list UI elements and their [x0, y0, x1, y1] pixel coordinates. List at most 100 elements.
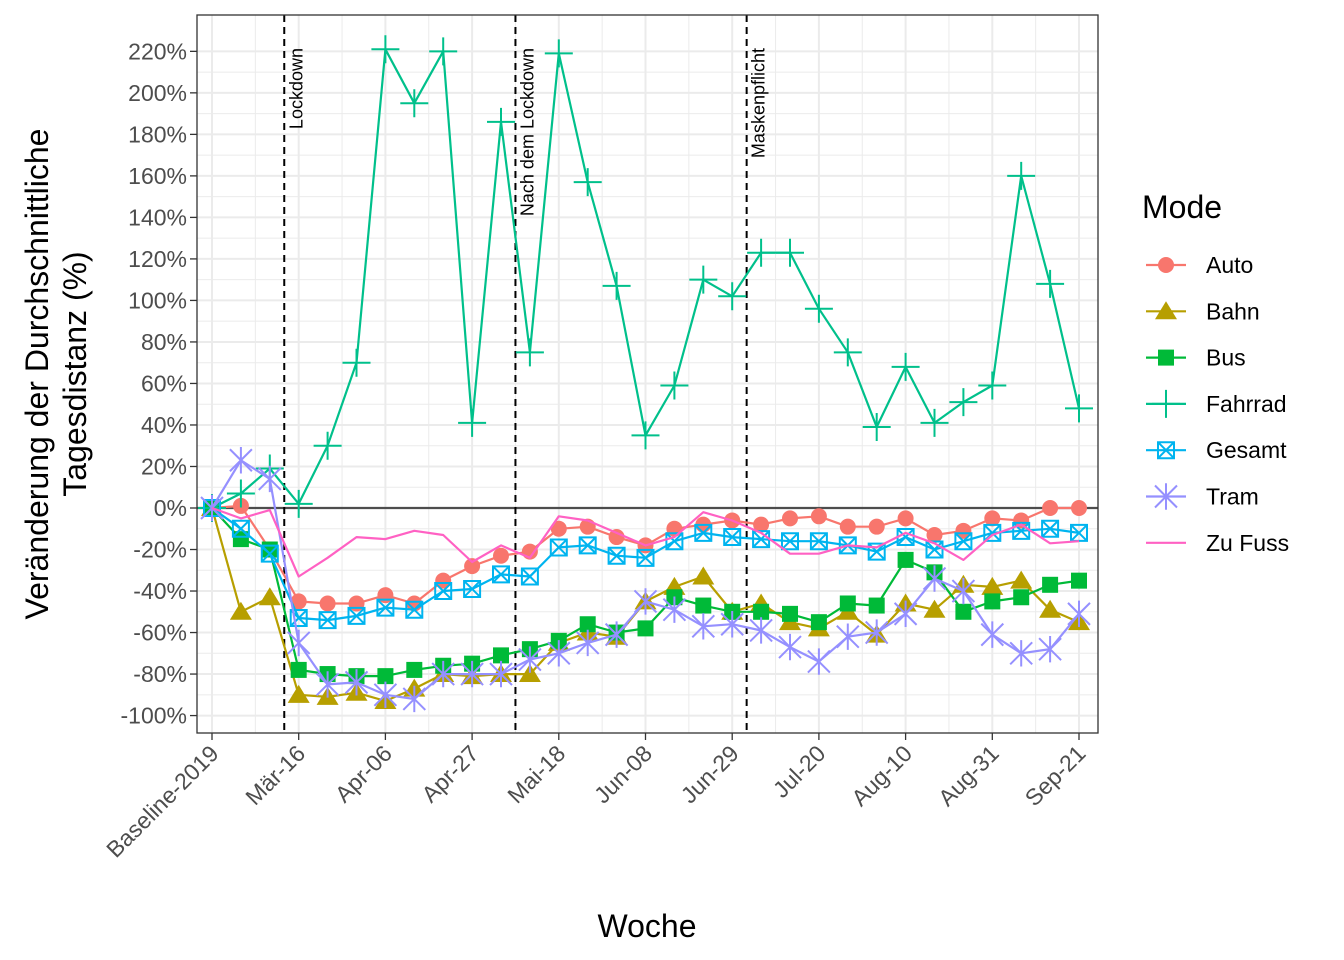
marker-square-x [809, 532, 828, 551]
marker-square-x [520, 567, 539, 586]
marker-square [839, 595, 856, 612]
marker-triangle [1010, 570, 1033, 589]
x-tick-label: Jul-20 [768, 740, 831, 803]
y-axis: -100% -80% -60% -40% -20% 0% 20% 40% 60% 80% 100% 1… [121, 38, 197, 729]
marker-square-x [549, 538, 568, 557]
legend-label: Auto [1206, 252, 1253, 278]
marker-asterisk [575, 629, 600, 657]
marker-circle [464, 558, 481, 575]
marker-asterisk [836, 623, 860, 650]
y-tick-label: 20% [141, 453, 187, 479]
marker-square-x [376, 598, 395, 617]
marker-circle [984, 510, 1001, 527]
y-tick-label: 40% [141, 412, 187, 438]
series-fahrrad [198, 35, 1093, 522]
series-zu-fuss [211, 506, 1080, 578]
marker-plus [920, 408, 949, 437]
marker-asterisk [893, 600, 918, 628]
legend-item: Zu Fuss [1146, 530, 1289, 556]
marker-plus [949, 388, 978, 417]
legend: Mode Auto Bahn Bus Fahrrad Gesamt Tram Zu Fuss [1142, 189, 1289, 556]
legend-item: Fahrrad [1146, 389, 1287, 418]
marker-circle [1071, 500, 1087, 516]
marker-asterisk [778, 633, 802, 661]
series-tram [200, 447, 1091, 713]
marker-asterisk [691, 613, 716, 640]
marker-plus [602, 271, 631, 300]
marker-square-x [492, 565, 510, 584]
y-tick-label: -100% [121, 703, 187, 729]
marker-triangle [258, 587, 281, 606]
marker-triangle [1039, 599, 1062, 618]
marker-plus [544, 39, 573, 68]
marker-square [753, 603, 770, 620]
marker-asterisk [460, 660, 484, 688]
marker-triangle [923, 599, 946, 618]
y-tick-label: -80% [133, 661, 187, 687]
marker-circle [290, 593, 307, 610]
marker-square-x [1041, 519, 1060, 538]
marker-circle [810, 508, 827, 525]
x-tick-label: Apr-06 [330, 740, 397, 807]
marker-plus [1036, 269, 1065, 298]
marker-asterisk [1067, 600, 1091, 628]
marker-asterisk [373, 681, 398, 709]
x-tick-label: Jun-08 [589, 740, 657, 808]
marker-asterisk [1038, 635, 1062, 663]
legend-item: Gesamt [1146, 437, 1287, 463]
marker-asterisk [604, 621, 629, 648]
marker-asterisk [518, 646, 542, 673]
marker-square-x [260, 544, 279, 563]
marker-asterisk [489, 660, 513, 688]
marker-square-x [954, 532, 973, 551]
marker-triangle [518, 664, 541, 683]
y-axis-title-line1: Veränderung der Durchschnittliche [19, 129, 55, 620]
marker-asterisk [864, 619, 889, 646]
marker-plus [515, 338, 544, 367]
marker-square-x [1157, 441, 1175, 460]
marker-plus [400, 89, 429, 118]
marker-plus [1007, 161, 1036, 190]
marker-triangle [981, 576, 1004, 595]
marker-square-x [1070, 523, 1088, 542]
y-tick-label: -60% [133, 620, 187, 646]
marker-square-x [752, 530, 771, 549]
marker-square-x [434, 582, 453, 601]
legend-label: Bahn [1206, 298, 1260, 324]
x-tick-label: Aug-31 [933, 740, 1004, 811]
legend-label: Zu Fuss [1206, 530, 1289, 556]
marker-plus [573, 168, 602, 197]
marker-plus [313, 431, 342, 460]
marker-plus [891, 352, 920, 381]
y-tick-label: -20% [133, 537, 187, 563]
marker-circle [608, 529, 625, 546]
marker-circle [1042, 500, 1059, 516]
marker-square-x [463, 579, 482, 598]
marker-asterisk [547, 640, 571, 667]
marker-square-x [925, 540, 944, 559]
marker-square [955, 603, 972, 620]
marker-asterisk [1154, 483, 1178, 510]
marker-square-x [607, 546, 626, 565]
marker-square [897, 551, 914, 568]
marker-square-x [896, 528, 915, 547]
marker-circle [782, 510, 798, 527]
legend-label: Tram [1206, 484, 1259, 510]
marker-plus [429, 37, 458, 66]
marker-square [1158, 349, 1174, 366]
x-tick-label: Baseline-2019 [101, 740, 223, 862]
marker-circle [435, 572, 452, 589]
series-layer [198, 35, 1093, 713]
y-tick-label: 0% [154, 495, 187, 521]
marker-asterisk [402, 685, 427, 713]
marker-square [810, 614, 827, 631]
marker-asterisk [807, 648, 831, 675]
marker-square-x [665, 532, 684, 551]
marker-square [1013, 589, 1030, 606]
marker-asterisk [922, 565, 947, 592]
marker-square [695, 597, 712, 614]
marker-square [377, 668, 394, 685]
marker-asterisk [1009, 640, 1033, 667]
marker-square [1071, 572, 1087, 589]
